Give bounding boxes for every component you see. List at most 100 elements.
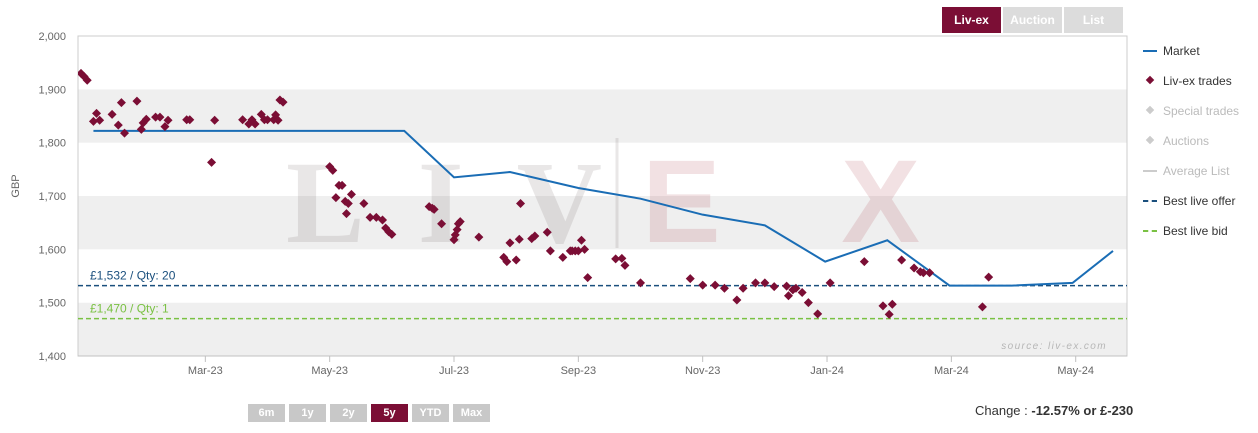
trade-point[interactable] <box>583 273 593 283</box>
trade-point[interactable] <box>155 112 165 122</box>
range-tab-ytd[interactable]: YTD <box>412 404 449 422</box>
view-tab-livex[interactable]: Liv-ex <box>942 7 1001 33</box>
trade-point[interactable] <box>897 255 907 265</box>
trade-point[interactable] <box>909 263 919 273</box>
trade-point[interactable] <box>263 115 273 125</box>
trade-point[interactable] <box>576 235 586 245</box>
trade-point[interactable] <box>346 189 356 199</box>
legend-item-best-live-offer[interactable]: Best live offer <box>1143 186 1239 216</box>
trade-point[interactable] <box>337 180 347 190</box>
trade-point[interactable] <box>545 246 555 256</box>
trade-point[interactable] <box>878 301 888 311</box>
trade-point[interactable] <box>884 309 894 319</box>
trade-point[interactable] <box>116 98 126 108</box>
trade-point[interactable] <box>514 234 524 244</box>
trade-point[interactable] <box>738 283 748 293</box>
trade-point[interactable] <box>542 227 552 237</box>
trade-point[interactable] <box>760 278 770 288</box>
trade-point[interactable] <box>429 204 439 214</box>
legend-item-special-trades[interactable]: Special trades <box>1143 96 1239 126</box>
trade-point[interactable] <box>82 75 92 85</box>
trade-point[interactable] <box>580 244 590 254</box>
trade-point[interactable] <box>887 299 897 309</box>
trade-point[interactable] <box>698 280 708 290</box>
trade-point[interactable] <box>558 252 568 262</box>
trade-point[interactable] <box>328 165 338 175</box>
legend-item-average-list[interactable]: Average List <box>1143 156 1239 186</box>
trade-point[interactable] <box>611 254 621 264</box>
trade-point[interactable] <box>207 157 217 167</box>
trade-point[interactable] <box>163 115 173 125</box>
trade-point[interactable] <box>751 278 761 288</box>
trade-point[interactable] <box>732 295 742 305</box>
trade-point[interactable] <box>278 97 288 107</box>
legend-item-auctions[interactable]: Auctions <box>1143 126 1239 156</box>
trade-point[interactable] <box>359 198 369 208</box>
range-tab-2y[interactable]: 2y <box>330 404 367 422</box>
range-tab-6m[interactable]: 6m <box>248 404 285 422</box>
trade-point[interactable] <box>210 115 220 125</box>
trade-point[interactable] <box>160 122 170 132</box>
trade-point[interactable] <box>113 120 123 130</box>
trade-point[interactable] <box>813 309 823 319</box>
legend-item-market[interactable]: Market <box>1143 36 1239 66</box>
trade-point[interactable] <box>77 68 86 78</box>
trade-point[interactable] <box>620 260 630 270</box>
trade-point[interactable] <box>238 115 248 125</box>
trade-point[interactable] <box>918 268 928 278</box>
trade-point[interactable] <box>710 280 720 290</box>
legend-item-liv-ex-trades[interactable]: Liv-ex trades <box>1143 66 1239 96</box>
trade-point[interactable] <box>769 282 779 292</box>
trade-point[interactable] <box>797 288 807 298</box>
trade-point[interactable] <box>88 116 98 126</box>
trade-point[interactable] <box>452 225 462 235</box>
trade-point[interactable] <box>825 278 835 288</box>
legend-item-best-live-bid[interactable]: Best live bid <box>1143 216 1239 246</box>
trade-point[interactable] <box>984 272 994 282</box>
view-tab-list[interactable]: List <box>1064 7 1123 33</box>
trade-point[interactable] <box>250 119 260 129</box>
trade-point[interactable] <box>120 128 130 138</box>
trade-point[interactable] <box>136 124 146 134</box>
range-tab-1y[interactable]: 1y <box>289 404 326 422</box>
trade-point[interactable] <box>474 232 484 242</box>
trade-point[interactable] <box>502 257 512 267</box>
trade-point[interactable] <box>247 115 257 125</box>
trade-point[interactable] <box>977 302 987 312</box>
trade-point[interactable] <box>95 115 105 125</box>
trade-point[interactable] <box>331 193 341 203</box>
legend-symbol <box>1143 75 1159 87</box>
trade-point[interactable] <box>859 257 869 267</box>
trade-point[interactable] <box>782 281 792 291</box>
trade-point[interactable] <box>343 198 353 208</box>
trade-point[interactable] <box>141 114 151 124</box>
trade-point[interactable] <box>516 198 526 208</box>
trade-point[interactable] <box>387 229 397 239</box>
trade-point[interactable] <box>455 217 465 227</box>
trade-point[interactable] <box>783 291 793 301</box>
trade-point[interactable] <box>185 115 195 125</box>
view-tab-auction[interactable]: Auction <box>1003 7 1062 33</box>
trade-point[interactable] <box>530 231 540 241</box>
trade-point[interactable] <box>511 255 521 265</box>
trade-point[interactable] <box>505 238 515 248</box>
trade-point[interactable] <box>107 109 117 119</box>
trade-point[interactable] <box>685 274 695 284</box>
trade-point[interactable] <box>791 283 801 293</box>
trade-point[interactable] <box>437 219 447 229</box>
trade-point[interactable] <box>719 283 729 293</box>
range-tab-max[interactable]: Max <box>453 404 490 422</box>
plot-bands <box>78 36 1127 356</box>
trade-point[interactable] <box>365 212 375 222</box>
trade-point[interactable] <box>573 246 583 256</box>
trade-point[interactable] <box>341 209 351 219</box>
trade-point[interactable] <box>617 253 627 263</box>
trade-point[interactable] <box>378 215 388 225</box>
trade-point[interactable] <box>636 278 646 288</box>
range-tab-5y[interactable]: 5y <box>371 404 408 422</box>
trade-point[interactable] <box>92 108 102 118</box>
trade-point[interactable] <box>925 268 935 278</box>
trade-point[interactable] <box>132 96 142 106</box>
trade-point[interactable] <box>273 115 283 125</box>
trade-point[interactable] <box>803 298 813 308</box>
